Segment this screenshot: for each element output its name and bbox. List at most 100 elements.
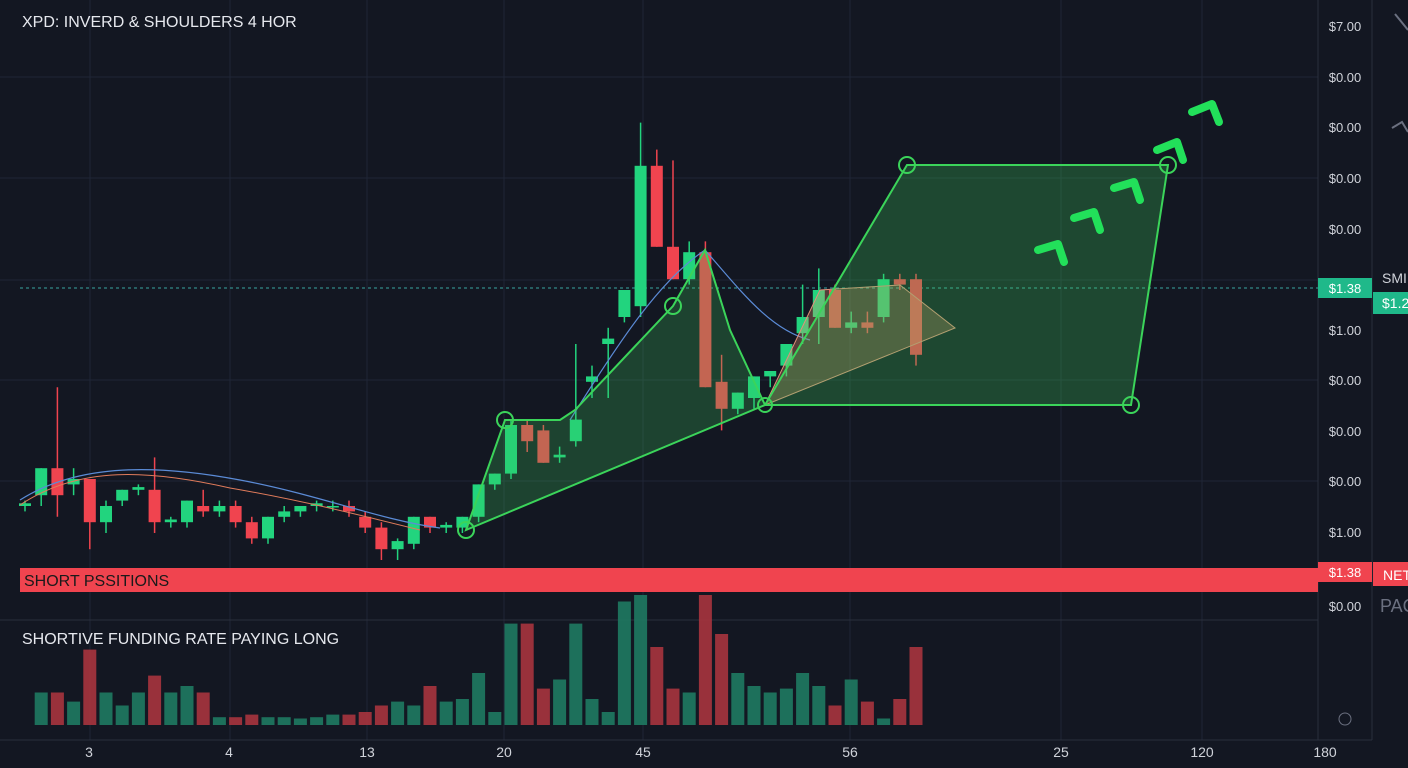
candle-body bbox=[602, 338, 615, 344]
volume-bar bbox=[763, 692, 777, 725]
volume-bar bbox=[423, 686, 437, 725]
x-tick-label: 180 bbox=[1313, 744, 1337, 760]
candle-body bbox=[148, 489, 161, 523]
candle-body bbox=[213, 506, 226, 512]
volume-bar bbox=[779, 688, 793, 725]
candle-body bbox=[407, 516, 420, 544]
candle-body bbox=[116, 489, 129, 501]
candle-body bbox=[35, 468, 48, 496]
candle-body bbox=[650, 165, 663, 247]
volume-bar bbox=[650, 647, 664, 725]
x-tick-label: 120 bbox=[1190, 744, 1214, 760]
left-shoulder-pattern bbox=[464, 247, 767, 532]
volume-bar bbox=[439, 701, 453, 725]
volume-bar bbox=[180, 686, 194, 725]
volume-bar bbox=[342, 714, 356, 725]
candle-body bbox=[521, 425, 534, 442]
price-scale-label: $7.00 bbox=[1329, 19, 1362, 34]
volume-bar bbox=[407, 705, 421, 725]
volume-bar bbox=[860, 701, 874, 725]
volume-bar bbox=[277, 717, 291, 725]
volume-bar bbox=[731, 673, 745, 725]
candle-body bbox=[618, 290, 631, 317]
candle-body bbox=[132, 487, 145, 490]
candle-body bbox=[326, 506, 339, 508]
volume-bar bbox=[828, 705, 842, 725]
volume-bar bbox=[812, 686, 826, 725]
candle-body bbox=[569, 419, 582, 442]
candle-body bbox=[229, 506, 242, 523]
head-pattern bbox=[763, 284, 956, 406]
volume-bar bbox=[83, 649, 97, 725]
volume-bar bbox=[909, 647, 923, 725]
price-badge-text: $1.38 bbox=[1329, 281, 1362, 296]
x-tick-label: 13 bbox=[359, 744, 375, 760]
x-tick-label: 45 bbox=[635, 744, 651, 760]
volume-bar bbox=[131, 692, 145, 725]
candle-body bbox=[715, 381, 728, 409]
candle-body bbox=[343, 506, 355, 512]
cut-label: SMI bbox=[1382, 270, 1407, 286]
volume-bar bbox=[585, 699, 599, 725]
price-scale-label: $1.00 bbox=[1329, 323, 1362, 338]
price-scale-label: $0.00 bbox=[1329, 70, 1362, 85]
banner-price-badge bbox=[1318, 562, 1372, 582]
price-scale-label: $0.00 bbox=[1329, 120, 1362, 135]
candle-body bbox=[262, 516, 274, 539]
candle-body bbox=[197, 506, 210, 512]
volume-bar bbox=[148, 675, 162, 725]
toolbar-icons[interactable] bbox=[1391, 13, 1408, 133]
candle-body bbox=[164, 519, 177, 523]
candle-body bbox=[505, 425, 517, 474]
volume-bar bbox=[488, 712, 502, 725]
cut-label: $1.2 bbox=[1382, 295, 1408, 311]
moving-average bbox=[19, 474, 421, 531]
x-tick-label: 25 bbox=[1053, 744, 1069, 760]
cut-label: PAC bbox=[1380, 596, 1408, 616]
candle-body bbox=[829, 290, 841, 328]
candle-body bbox=[181, 500, 193, 523]
volume-bar bbox=[877, 718, 891, 725]
volume-bar bbox=[569, 623, 583, 725]
volume-bar bbox=[358, 712, 372, 725]
x-tick-label: 56 bbox=[842, 744, 858, 760]
candle-body bbox=[699, 252, 712, 388]
cut-badge bbox=[1373, 264, 1408, 290]
banner-price: $1.38 bbox=[1329, 565, 1362, 580]
candle-body bbox=[764, 371, 777, 377]
volume-bar bbox=[747, 686, 761, 725]
volume-bar bbox=[536, 688, 550, 725]
candles bbox=[19, 122, 922, 560]
volume-title: SHORTIVE FUNDING RATE PAYING LONG bbox=[22, 631, 339, 648]
volume-bar bbox=[326, 714, 340, 725]
candle-body bbox=[375, 527, 388, 550]
volume-bar bbox=[391, 701, 405, 725]
settings-icon[interactable] bbox=[1338, 712, 1352, 726]
x-tick-label: 4 bbox=[225, 744, 233, 760]
target-zone bbox=[763, 164, 1170, 406]
volume-bar bbox=[164, 692, 178, 725]
x-tick-label: 20 bbox=[496, 744, 512, 760]
candle-body bbox=[780, 344, 793, 366]
candle-body bbox=[667, 246, 679, 280]
banner-label: SHORT PSSITIONS bbox=[24, 573, 169, 590]
price-badge bbox=[1318, 278, 1372, 298]
volume-bar bbox=[310, 717, 324, 725]
price-scale-label: $0.00 bbox=[1329, 424, 1362, 439]
candle-body bbox=[748, 376, 760, 398]
volume-bar bbox=[682, 692, 696, 725]
volume-bar bbox=[245, 714, 259, 725]
candle-body bbox=[359, 516, 372, 528]
candle-body bbox=[893, 279, 906, 285]
volume-bars bbox=[34, 595, 923, 725]
price-scale-label: $0.00 bbox=[1329, 599, 1362, 614]
volume-bar bbox=[698, 595, 712, 725]
volume-bar bbox=[261, 717, 275, 725]
volume-bar bbox=[196, 692, 210, 725]
chart-title: XPD: INVERD & SHOULDERS 4 HOR bbox=[22, 14, 297, 31]
price-scale-label: $0.00 bbox=[1329, 474, 1362, 489]
volume-bar bbox=[844, 679, 858, 725]
candle-body bbox=[861, 322, 874, 328]
volume-bar bbox=[601, 712, 615, 725]
